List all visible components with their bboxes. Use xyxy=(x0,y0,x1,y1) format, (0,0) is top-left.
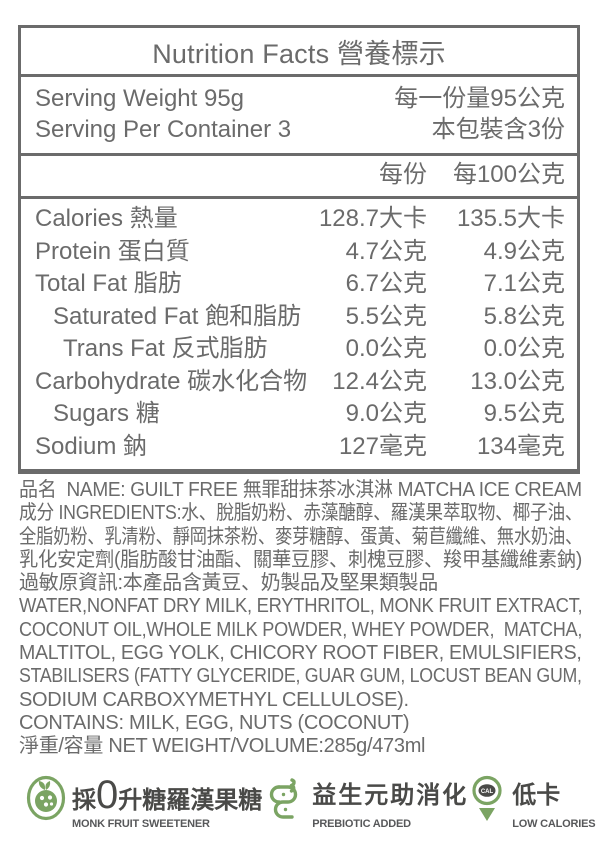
badge-monk-fruit-caption: MONK FRUIT SWEETENER xyxy=(72,818,210,830)
badge-monk-fruit-label: 採 0 升糖羅漢果糖 xyxy=(72,773,263,817)
badge-low-calories-label: 低卡 xyxy=(512,782,561,809)
low-calorie-icon: CAL xyxy=(468,775,506,830)
row-sugars: Sugars 糖 9.0公克 9.5公克 xyxy=(53,400,565,427)
serving-info-section: Serving Weight 95g 每一份量95公克 Serving Per … xyxy=(21,74,577,153)
ingredients-line-en-1: WATER,NONFAT DRY MILK, ERYTHRITOL, MONK … xyxy=(19,595,583,618)
allergen-info-line: 過敏原資訊:本產品含黃豆、奶製品及堅果類製品 xyxy=(19,572,438,595)
row-calories: Calories 熱量 128.7大卡 135.5大卡 xyxy=(35,205,565,232)
cal-label: CAL xyxy=(481,789,494,795)
product-details-block: 品名 NAME: GUILT FREE 無罪甜抹茶冰淇淋 MATCHA ICE … xyxy=(19,479,583,759)
gut-icon xyxy=(262,775,306,826)
ingredients-line-zh-2: 全脂奶粉、乳清粉、靜岡抹茶粉、麥芽糖醇、蛋黃、菊苣纖維、無水奶油、 xyxy=(19,525,583,548)
badge-prebiotic: 益生元助消化 PREBIOTIC ADDED xyxy=(262,775,468,830)
contains-line: CONTAINS: MILK, EGG, NUTS (COCONUT) xyxy=(19,711,410,734)
column-header-per-100g: 每100公克 xyxy=(452,161,565,188)
ingredients-line-zh-3: 乳化安定劑(脂肪酸甘油酯、關華豆膠、刺槐豆膠、羧甲基纖維素鈉) xyxy=(19,548,583,571)
badge-prebiotic-caption: PREBIOTIC ADDED xyxy=(312,818,411,830)
row-carbohydrate: Carbohydrate 碳水化合物 12.4公克 13.0公克 xyxy=(35,367,565,395)
ingredients-line-en-2: COCONUT OIL,WHOLE MILK POWDER, WHEY POWD… xyxy=(19,618,583,641)
serving-weight-zh: 每一份量95公克 xyxy=(394,85,565,112)
row-trans-fat: Trans Fat 反式脂肪 0.0公克 0.0公克 xyxy=(63,335,565,362)
row-total-fat: Total Fat 脂肪 6.7公克 7.1公克 xyxy=(35,270,565,297)
serving-per-container-en: Serving Per Container 3 xyxy=(35,116,292,143)
row-protein: Protein 蛋白質 4.7公克 4.9公克 xyxy=(35,237,565,265)
monk-fruit-icon xyxy=(26,775,66,826)
feature-badges: 採 0 升糖羅漢果糖 MONK FRUIT SWEETENER 益 xyxy=(26,775,596,830)
product-name-line: 品名 NAME: GUILT FREE 無罪甜抹茶冰淇淋 MATCHA ICE … xyxy=(19,479,582,501)
ingredients-line-en-3: MALTITOL, EGG YOLK, CHICORY ROOT FIBER, … xyxy=(19,642,582,665)
ingredients-line-zh-1: 成分 INGREDIENTS:水、脫脂奶粉、赤藻醣醇、羅漢果萃取物、椰子油、 xyxy=(19,502,583,525)
serving-per-container-row: Serving Per Container 3 本包裝含3份 xyxy=(35,114,565,145)
serving-weight-en: Serving Weight 95g xyxy=(35,85,245,112)
zero-glyph: 0 xyxy=(96,773,119,817)
badge-monk-fruit-sweetener: 採 0 升糖羅漢果糖 MONK FRUIT SWEETENER xyxy=(26,775,262,830)
ingredients-line-en-4: STABILISERS (FATTY GLYCERIDE, GUAR GUM, … xyxy=(19,665,582,688)
badge-low-calories-caption: LOW CALORIES xyxy=(512,818,596,830)
column-header-per-serving: 每份 xyxy=(379,161,427,188)
serving-weight-row: Serving Weight 95g 每一份量95公克 xyxy=(35,83,565,114)
badge-prebiotic-label: 益生元助消化 xyxy=(312,782,469,809)
serving-per-container-zh: 本包裝含3份 xyxy=(431,116,565,143)
badge-low-calories: CAL 低卡 LOW CALORIES xyxy=(468,775,596,830)
nutrition-facts-title: Nutrition Facts 營養標示 xyxy=(152,38,446,69)
column-header-row: 每份 每100公克 xyxy=(21,153,577,196)
ingredients-line-en-5: SODIUM CARBOXYMETHYL CELLULOSE). xyxy=(19,688,409,711)
nutrition-facts-table: Nutrition Facts 營養標示 Serving Weight 95g … xyxy=(18,25,580,474)
nutrient-rows-section: Calories 熱量 128.7大卡 135.5大卡 Protein 蛋白質 … xyxy=(21,196,577,469)
row-sodium: Sodium 鈉 127毫克 134毫克 xyxy=(35,432,565,460)
net-weight-line: 淨重/容量 NET WEIGHT/VOLUME:285g/473ml xyxy=(19,735,426,758)
row-saturated-fat: Saturated Fat 飽和脂肪 5.5公克 5.8公克 xyxy=(53,302,565,330)
